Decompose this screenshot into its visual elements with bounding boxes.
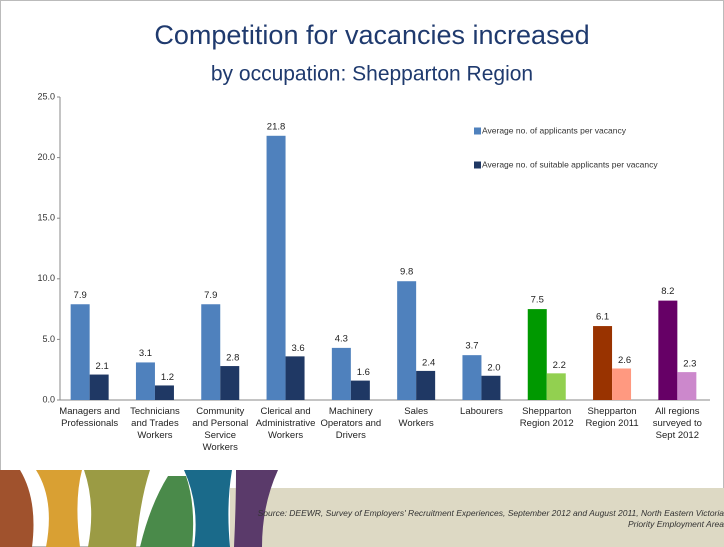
x-tick-label: Shepparton Region 2011 — [585, 406, 639, 429]
data-label: 2.4 — [422, 357, 435, 368]
data-label: 2.0 — [487, 362, 500, 373]
bar — [154, 385, 174, 400]
bar — [546, 373, 566, 400]
x-tick-label: Labourers — [460, 406, 503, 417]
deco-shape — [36, 470, 82, 547]
y-tick-label: 5.0 — [42, 334, 55, 344]
x-tick-label: Machinery Operators and Drivers — [320, 406, 382, 441]
bar — [285, 356, 305, 400]
deco-shape — [0, 470, 34, 547]
data-label: 7.9 — [204, 290, 217, 301]
data-label: 7.9 — [74, 290, 87, 301]
bar — [593, 326, 613, 400]
legend-label: Average no. of applicants per vacancy — [482, 125, 627, 135]
legend-label: Average no. of suitable applicants per v… — [482, 159, 658, 169]
data-label: 2.3 — [683, 359, 696, 370]
bar — [658, 300, 678, 400]
data-label: 3.1 — [139, 348, 152, 359]
y-tick-label: 25.0 — [37, 91, 55, 101]
y-tick-label: 15.0 — [37, 213, 55, 223]
decoration — [0, 470, 724, 547]
x-tick-label: Managers and Professionals — [59, 406, 121, 429]
deco-shape — [140, 476, 194, 547]
chart-title: Competition for vacancies increased — [154, 20, 589, 50]
bar — [266, 135, 286, 400]
deco-shape — [234, 470, 278, 547]
chart-subtitle: by occupation: Shepparton Region — [211, 63, 533, 86]
data-label: 7.5 — [531, 295, 544, 306]
data-label: 8.2 — [661, 286, 674, 297]
data-label: 1.2 — [161, 372, 174, 383]
legend-swatch — [474, 161, 481, 169]
x-tick-label: Technicians and Trades Workers — [130, 406, 180, 441]
data-label: 3.6 — [291, 343, 304, 354]
bar — [350, 380, 370, 400]
footer-band — [230, 488, 724, 547]
data-label: 2.6 — [618, 355, 631, 366]
bar — [220, 366, 240, 400]
legend-swatch — [474, 127, 481, 135]
x-tick-label: All regions surveyed to Sept 2012 — [652, 406, 702, 441]
y-tick-label: 10.0 — [37, 273, 55, 283]
bar — [70, 304, 90, 400]
x-tick-label: Shepparton Region 2012 — [519, 406, 574, 429]
data-label: 21.8 — [267, 121, 286, 132]
bar — [612, 368, 632, 400]
deco-shape — [184, 470, 232, 547]
source-note: Source: DEEWR, Survey of Employers' Recr… — [257, 508, 724, 529]
deco-shape — [84, 470, 150, 547]
data-label: 3.7 — [465, 341, 478, 352]
bar — [201, 304, 221, 400]
data-label: 2.2 — [553, 360, 566, 371]
bar — [397, 281, 417, 400]
data-label: 2.8 — [226, 353, 239, 364]
bar — [677, 372, 697, 400]
data-label: 4.3 — [335, 333, 348, 344]
y-tick-label: 0.0 — [42, 394, 55, 404]
bar — [481, 375, 501, 400]
bar — [135, 362, 155, 400]
data-label: 1.6 — [357, 367, 370, 378]
bar — [527, 309, 547, 400]
x-tick-label: Sales Workers — [398, 406, 434, 429]
data-label: 2.1 — [96, 361, 109, 372]
data-label: 9.8 — [400, 267, 413, 278]
x-tick-label: Clerical and Administrative Workers — [255, 406, 316, 441]
data-label: 6.1 — [596, 312, 609, 323]
bar — [89, 374, 109, 400]
y-tick-label: 20.0 — [37, 152, 55, 162]
x-tick-label: Community and Personal Service Workers — [192, 406, 249, 453]
bar — [331, 347, 351, 400]
bar — [416, 370, 436, 400]
bar — [462, 355, 482, 400]
